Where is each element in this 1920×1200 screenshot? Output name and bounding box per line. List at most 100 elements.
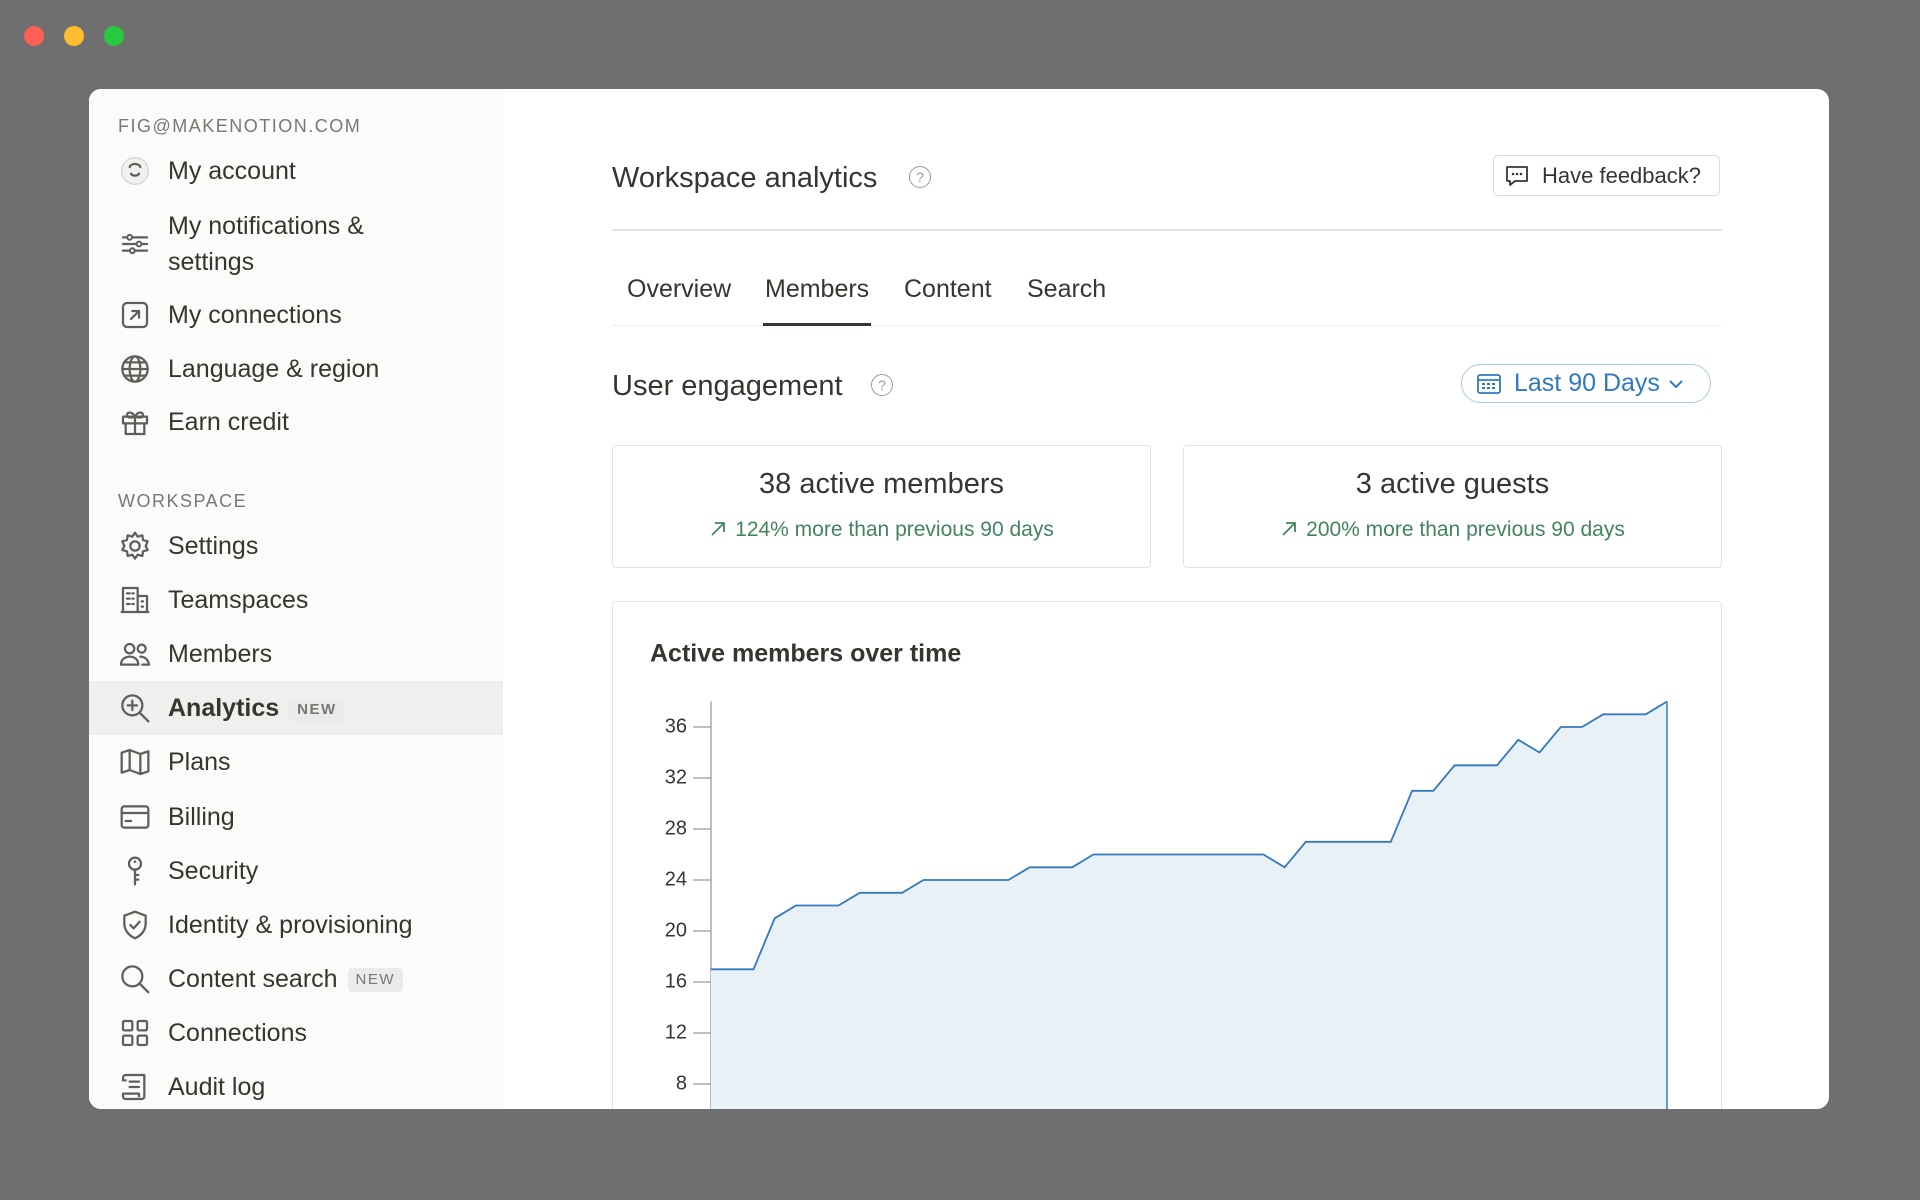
sidebar-item[interactable]: Billing: [89, 790, 503, 844]
sidebar-label: Connections: [168, 1015, 307, 1051]
sidebar-item[interactable]: My connections: [89, 288, 503, 342]
sidebar-item[interactable]: Plans: [89, 735, 503, 789]
new-badge: NEW: [347, 968, 404, 993]
sidebar-icon: [123, 910, 147, 940]
sidebar-icon: [120, 804, 150, 829]
tab-underline: [763, 323, 872, 326]
tab[interactable]: Search: [1027, 275, 1107, 303]
sidebar-icon: [121, 355, 149, 383]
sidebar-item[interactable]: Earn credit: [89, 395, 503, 449]
sidebar-label: Security: [168, 853, 258, 889]
tab[interactable]: Overview: [627, 275, 732, 303]
sidebar-icon: [121, 964, 150, 994]
sidebar-label-text: Plans: [168, 748, 231, 777]
sidebar-label-text: My account: [168, 157, 296, 185]
close-button[interactable]: [24, 26, 44, 46]
y-tick-label: 20: [665, 919, 687, 941]
sidebar-icon: [121, 1019, 149, 1047]
sidebar-label: Members: [168, 636, 272, 672]
sidebar-label-text: Audit log: [168, 1073, 266, 1101]
calendar-icon: [1477, 373, 1501, 394]
chevron: [1669, 379, 1683, 388]
y-tick-label: 16: [665, 970, 687, 992]
y-tick-label: 24: [665, 868, 687, 890]
sidebar-label-text: My connections: [168, 301, 342, 329]
feedback-label: Have feedback?: [1542, 162, 1701, 188]
date-range-label: Last 90 Days: [1514, 369, 1660, 397]
sidebar-label: Earn credit: [168, 404, 289, 440]
help-icon[interactable]: ?: [871, 374, 893, 396]
sidebar-label-text: Security: [168, 856, 259, 885]
sidebar-icon: [121, 157, 149, 185]
page-title: Workspace analytics: [612, 162, 878, 194]
y-tick-label: 28: [665, 817, 687, 839]
line: [711, 700, 1668, 971]
sidebar-icon: [121, 301, 149, 329]
sidebar-label-text: Identity & provisioning: [168, 910, 413, 939]
workspace-heading: WORKSPACE: [118, 491, 248, 511]
y-tick-label: 32: [665, 766, 687, 788]
stat-title: 3 active guests: [1355, 468, 1550, 500]
sidebar-item[interactable]: Analytics NEW: [89, 681, 503, 736]
sidebar-label: Billing: [168, 799, 235, 835]
sidebar-item[interactable]: Settings: [89, 519, 503, 573]
sidebar-icon: [119, 643, 151, 666]
sidebar-item[interactable]: My account: [89, 144, 503, 198]
y-tick-label: 8: [676, 1072, 687, 1094]
sidebar-icon: [121, 694, 150, 723]
chart: Active members over time 8 12 16 20 24 28 32 36: [650, 640, 1668, 1109]
sidebar-item[interactable]: Security: [89, 844, 503, 898]
sidebar-icon: [121, 1073, 146, 1101]
comment-icon: [1506, 165, 1528, 186]
trend-arrow: [1282, 522, 1297, 536]
settings-window: FIG@MAKENOTION.COM WORKSPACE My account M…: [89, 89, 1829, 1109]
stat-title: 38 active members: [759, 468, 1004, 500]
sidebar-icon: [120, 749, 150, 776]
stat-change-text: 124% more than previous 90 days: [735, 518, 1054, 541]
sidebar-item[interactable]: Connections: [89, 1006, 503, 1060]
y-tick-label: 12: [665, 1021, 687, 1043]
sidebar-label-text: Teamspaces: [168, 586, 309, 615]
sidebar-label: Language & region: [168, 351, 379, 387]
stat-change: 124% more than previous 90 days: [613, 518, 1150, 542]
sidebar-label: My account: [168, 153, 296, 189]
sidebar-label-text: Members: [168, 640, 273, 669]
sidebar-icon: [127, 856, 143, 886]
sidebar: FIG@MAKENOTION.COM WORKSPACE My account M…: [89, 89, 503, 1109]
sidebar-icon: [121, 531, 149, 560]
sidebar-label-text: My notifications & settings: [168, 212, 364, 276]
new-badge: NEW: [289, 697, 345, 722]
sidebar-label: Analytics NEW: [168, 690, 345, 726]
sidebar-label: My connections: [168, 297, 342, 333]
sidebar-label-text: Content search: [168, 964, 338, 993]
sidebar-item[interactable]: Language & region: [89, 342, 503, 396]
date-range-button[interactable]: Last 90 Days: [1461, 364, 1711, 403]
stat-change-text: 200% more than previous 90 days: [1306, 518, 1625, 541]
stat-card: 3 active guests 200% more than previous 9…: [1183, 445, 1722, 568]
tab-divider: [612, 325, 1722, 326]
sidebar-item[interactable]: Identity & provisioning: [89, 898, 503, 952]
tab[interactable]: Members: [765, 275, 870, 303]
help-icon[interactable]: ?: [909, 166, 931, 188]
sidebar-label: Identity & provisioning: [168, 907, 413, 943]
tab[interactable]: Content: [904, 275, 992, 303]
sidebar-item[interactable]: My notifications & settings: [89, 206, 503, 282]
sidebar-item[interactable]: Members: [89, 627, 503, 681]
feedback-button[interactable]: Have feedback?: [1493, 155, 1720, 196]
sidebar-label: Plans: [168, 744, 231, 780]
sidebar-item[interactable]: Content search NEW: [89, 952, 503, 1006]
sidebar-label: Audit log: [168, 1069, 265, 1105]
sidebar-item[interactable]: Audit log: [89, 1060, 503, 1109]
sidebar-item[interactable]: Teamspaces: [89, 573, 503, 627]
sidebar-icon: [120, 586, 150, 614]
trend-arrow: [711, 522, 726, 536]
sidebar-label: Content search NEW: [168, 961, 404, 997]
sidebar-icon: [121, 233, 149, 255]
area: [711, 701, 1667, 1109]
zoom-button[interactable]: [104, 26, 124, 46]
sidebar-label: My notifications & settings: [168, 208, 408, 280]
sidebar-label-text: Connections: [168, 1018, 307, 1047]
minimize-button[interactable]: [64, 26, 84, 46]
sidebar-label-text: Settings: [168, 532, 259, 560]
